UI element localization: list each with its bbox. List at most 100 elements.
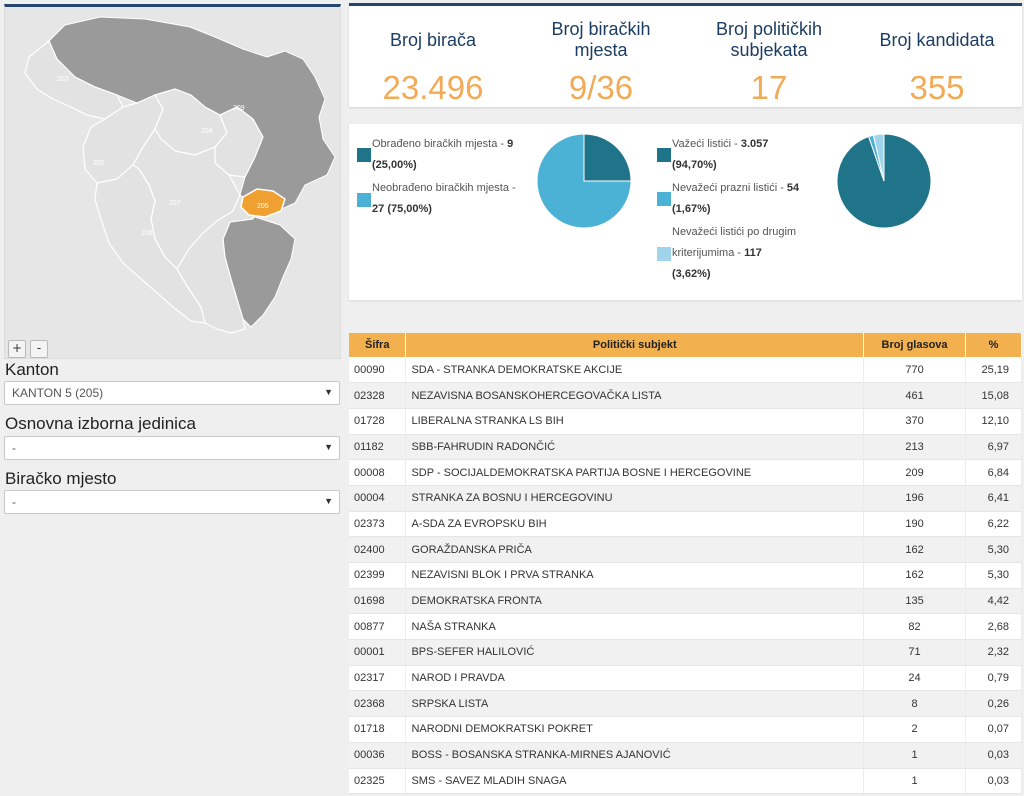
percent-cell: 0,07 [965, 716, 1023, 743]
zoom-in-button[interactable]: + [8, 340, 26, 358]
party-code-cell: 01182 [349, 434, 407, 461]
party-name-cell: NAŠA STRANKA [405, 613, 865, 641]
percent-cell: 4,42 [965, 588, 1023, 615]
legend-value: 9 [507, 138, 514, 150]
party-code-cell: 00090 [349, 357, 407, 384]
table-row[interactable]: 02368 SRPSKA LISTA 8 0,26 [349, 690, 1023, 718]
party-code-cell: 02399 [349, 562, 407, 589]
table-row[interactable]: 00004 STRANKA ZA BOSNU I HERCEGOVINU 196 6,… [349, 485, 1023, 512]
stat-label: Broj biračkih mjesta [551, 19, 651, 60]
table-row[interactable]: 00008 SDP - SOCIJALDEMOKRATSKA PARTIJA BO… [349, 459, 1023, 486]
stat-value: 23.496 [382, 69, 484, 106]
percent-cell: 0,03 [965, 768, 1023, 795]
bih-map[interactable]: 203 202 204 209 207 206 205 [5, 7, 340, 359]
party-name-cell: GORAŽDANSKA PRIČA [405, 536, 865, 563]
votes-cell: 370 [863, 408, 966, 435]
column-header-pct[interactable]: % [965, 333, 1023, 357]
legend-item-other-invalid: Nevažeći listići po drugim kriterijumima… [672, 222, 842, 285]
kanton-select[interactable]: KANTON 5 (205) ▼ [4, 381, 340, 405]
zoom-out-button[interactable]: - [30, 340, 48, 358]
percent-cell: 6,22 [965, 511, 1023, 538]
map-region-205-selected[interactable] [240, 188, 286, 218]
table-row[interactable]: 00001 BPS-SEFER HALILOVIĆ 71 2,32 [349, 639, 1023, 666]
kanton-select-value: KANTON 5 (205) [12, 386, 104, 400]
pie-chart-polling-stations[interactable] [535, 132, 633, 230]
stat-label: Broj birača [389, 30, 477, 50]
table-row[interactable]: 01182 SBB-FAHRUDIN RADONČIĆ 213 6,97 [349, 434, 1023, 461]
votes-cell: 213 [863, 434, 966, 461]
party-code-cell: 00877 [349, 613, 407, 641]
bm-select[interactable]: - ▼ [4, 490, 340, 514]
map-region-203[interactable] [24, 40, 124, 120]
map-label-207: 207 [169, 200, 181, 207]
legend-text: Nevažeći prazni listići - [672, 182, 787, 194]
chevron-down-icon: ▼ [324, 387, 333, 397]
party-code-cell: 00004 [349, 485, 407, 512]
party-code-cell: 00008 [349, 459, 407, 486]
pie-polling-slice-0[interactable] [583, 133, 632, 182]
party-name-cell: SDA - STRANKA DEMOKRATSKE AKCIJE [405, 357, 865, 384]
votes-cell: 162 [863, 536, 966, 563]
bm-label: Biračko mjesto [5, 469, 117, 488]
table-row[interactable]: 00036 BOSS - BOSANSKA STRANKA-MIRNES AJAN… [349, 742, 1023, 769]
legend-text: kriterijumima - [672, 247, 745, 259]
legend-pct: (3,62%) [672, 268, 711, 280]
table-row[interactable]: 02325 SMS - SAVEZ MLADIH SNAGA 1 0,03 [349, 768, 1023, 795]
legend-value: 27 [372, 203, 385, 215]
map-label-203: 203 [57, 76, 69, 83]
table-row[interactable]: 02400 GORAŽDANSKA PRIČA 162 5,30 [349, 536, 1023, 563]
table-row[interactable]: 02328 NEZAVISNA BOSANSKOHERCEGOVAČKA LIST… [349, 382, 1023, 409]
votes-cell: 71 [863, 639, 966, 666]
party-name-cell: SMS - SAVEZ MLADIH SNAGA [405, 768, 865, 795]
column-header-party[interactable]: Politički subjekt [405, 333, 865, 357]
party-name-cell: SRPSKA LISTA [405, 690, 865, 718]
stat-label: Broj kandidata [879, 30, 995, 50]
table-row[interactable]: 02317 NAROD I PRAVDA 24 0,79 [349, 665, 1023, 692]
party-name-cell: DEMOKRATSKA FRONTA [405, 588, 865, 615]
pie-ballots-slice-2[interactable] [872, 133, 885, 182]
party-code-cell: 01698 [349, 588, 407, 615]
stat-value: 355 [909, 69, 965, 106]
votes-cell: 190 [863, 511, 966, 538]
table-row[interactable]: 01698 DEMOKRATSKA FRONTA 135 4,42 [349, 588, 1023, 615]
pie-polling-slice-1[interactable] [536, 133, 632, 229]
column-header-votes[interactable]: Broj glasova [863, 333, 966, 357]
party-code-cell: 00001 [349, 639, 407, 666]
party-name-cell: NARODNI DEMOKRATSKI POKRET [405, 716, 865, 743]
votes-cell: 162 [863, 562, 966, 589]
stats-panel: Broj birača 23.496 Broj biračkih mjesta … [349, 3, 1022, 107]
percent-cell: 2,68 [965, 613, 1023, 641]
percent-cell: 2,32 [965, 639, 1023, 666]
votes-cell: 770 [863, 357, 966, 384]
legend-text: Neobrađeno biračkih mjesta - [372, 182, 516, 194]
legend-text: Važeći listići - [672, 138, 741, 150]
table-row[interactable]: 01718 NARODNI DEMOKRATSKI POKRET 2 0,07 [349, 716, 1023, 743]
party-code-cell: 00036 [349, 742, 407, 769]
percent-cell: 12,10 [965, 408, 1023, 435]
column-header-code[interactable]: Šifra [349, 333, 407, 357]
legend-pct: (94,70%) [672, 159, 717, 171]
votes-cell: 82 [863, 613, 966, 641]
percent-cell: 0,03 [965, 742, 1023, 769]
chevron-down-icon: ▼ [324, 496, 333, 506]
table-row[interactable]: 00090 SDA - STRANKA DEMOKRATSKE AKCIJE 770… [349, 357, 1023, 384]
table-row[interactable]: 02399 NEZAVISNI BLOK I PRVA STRANKA 162 5,3… [349, 562, 1023, 589]
map-region-209[interactable] [214, 106, 264, 178]
table-row[interactable]: 01728 LIBERALNA STRANKA LS BIH 370 12,10 [349, 408, 1023, 435]
party-code-cell: 02317 [349, 665, 407, 692]
votes-cell: 2 [863, 716, 966, 743]
party-name-cell: BPS-SEFER HALILOVIĆ [405, 639, 865, 666]
oij-select[interactable]: - ▼ [4, 436, 340, 460]
legend-swatch [657, 247, 671, 261]
table-row[interactable]: 02373 A-SDA ZA EVROPSKU BIH 190 6,22 [349, 511, 1023, 538]
party-name-cell: NAROD I PRAVDA [405, 665, 865, 692]
percent-cell: 5,30 [965, 536, 1023, 563]
stat-value: 17 [750, 69, 788, 106]
pie-chart-ballots[interactable] [835, 132, 933, 230]
party-name-cell: SDP - SOCIJALDEMOKRATSKA PARTIJA BOSNE I… [405, 459, 865, 486]
legend-pct: (25,00%) [372, 159, 417, 171]
table-row[interactable]: 00877 NAŠA STRANKA 82 2,68 [349, 613, 1023, 641]
party-code-cell: 01728 [349, 408, 407, 435]
percent-cell: 6,97 [965, 434, 1023, 461]
legend-swatch [357, 148, 371, 162]
